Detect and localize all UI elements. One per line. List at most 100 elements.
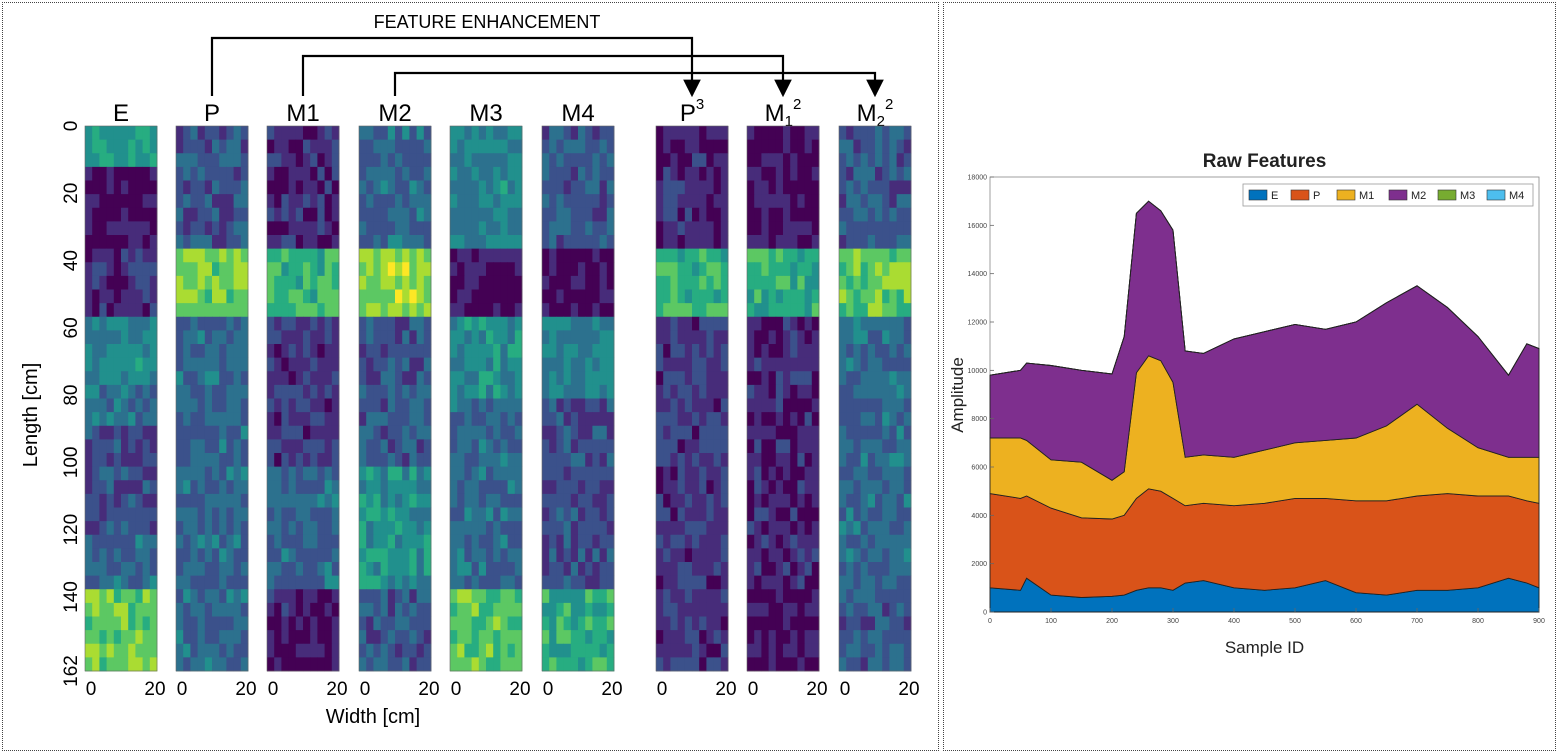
heatmap-cell xyxy=(190,384,198,399)
heatmap-cell xyxy=(578,235,586,250)
heatmap-cell xyxy=(303,371,311,386)
heatmap-cell xyxy=(135,480,143,495)
heatmap-cell xyxy=(395,507,403,522)
heatmap-cell xyxy=(281,194,289,209)
heatmap-cell xyxy=(142,562,151,577)
heatmap-cell xyxy=(295,303,304,318)
heatmap-cell xyxy=(570,248,579,263)
heatmap-cell xyxy=(402,235,410,250)
heatmap-cell xyxy=(606,521,615,536)
heatmap-cell xyxy=(592,425,600,440)
heatmap-cell xyxy=(324,126,333,141)
heatmap-cell xyxy=(768,384,777,399)
heatmap-cell xyxy=(317,166,325,181)
heatmap-cell xyxy=(267,180,275,195)
heatmap-cell xyxy=(142,139,151,154)
heatmap-cell xyxy=(889,126,897,141)
heatmap-cell xyxy=(606,657,615,672)
heatmap-cell xyxy=(846,425,854,440)
heatmap-cell xyxy=(366,357,374,372)
heatmap-cell xyxy=(233,221,242,236)
heatmap-cell xyxy=(896,344,905,359)
heatmap-cell xyxy=(471,262,480,277)
heatmap-cell xyxy=(592,316,600,331)
heatmap-cell xyxy=(578,493,586,508)
heatmap-cell xyxy=(85,412,93,427)
heatmap-cell xyxy=(457,153,465,168)
heatmap-cell xyxy=(783,248,791,263)
heatmap-cell xyxy=(486,562,494,577)
heatmap-cell xyxy=(478,575,487,590)
heatmap-cell xyxy=(212,316,220,331)
heatmap-cell xyxy=(219,534,227,549)
heatmap-cell xyxy=(549,126,557,141)
heatmap-cell xyxy=(556,166,564,181)
heatmap-cell xyxy=(507,316,516,331)
heatmap-cell xyxy=(464,357,472,372)
heatmap-cell xyxy=(754,139,762,154)
heatmap-cell xyxy=(783,589,791,604)
heatmap-cell xyxy=(121,330,129,345)
heatmap-cell xyxy=(380,616,389,631)
heatmap-cell xyxy=(310,357,318,372)
heatmap-cell xyxy=(507,507,516,522)
heatmap-cell xyxy=(310,466,318,481)
heatmap-cell xyxy=(402,126,410,141)
heatmap-cell xyxy=(699,589,707,604)
heatmap-cell xyxy=(324,493,333,508)
heatmap-cell xyxy=(599,357,608,372)
heatmap-cell xyxy=(219,221,227,236)
heatmap-cell xyxy=(903,275,912,290)
heatmap-cell xyxy=(204,235,213,250)
heatmap-cell xyxy=(783,521,791,536)
raw-features-chart: 0 100 200 300 400 500 600 700 800 900020004000600… xyxy=(948,151,1545,657)
heatmap-cell xyxy=(226,153,234,168)
heatmap-cell xyxy=(423,602,432,617)
heatmap-cell xyxy=(677,357,686,372)
heatmap-cell xyxy=(592,480,600,495)
heatmap-cell xyxy=(197,425,206,440)
heatmap-cell xyxy=(514,235,523,250)
heatmap-cell xyxy=(500,630,508,645)
heatmap-cell xyxy=(373,153,381,168)
heatmap-cell xyxy=(288,235,297,250)
heatmap-cell xyxy=(121,602,129,617)
heatmap-cell xyxy=(903,398,912,413)
heatmap-cell xyxy=(423,289,432,304)
heatmap-cell xyxy=(720,262,729,277)
heatmap-cell xyxy=(882,507,890,522)
heatmap-cell xyxy=(288,275,297,290)
heatmap-cell xyxy=(471,194,480,209)
heatmap-cell xyxy=(331,357,340,372)
heatmap-cell xyxy=(457,589,465,604)
heatmap-cell xyxy=(149,602,158,617)
heatmap-cell xyxy=(768,439,777,454)
heatmap-cell xyxy=(768,357,777,372)
heatmap-cell xyxy=(128,221,136,236)
heatmap-cell xyxy=(464,493,472,508)
heatmap-cell xyxy=(324,425,333,440)
heatmap-cell xyxy=(542,194,550,209)
heatmap-cell xyxy=(775,166,784,181)
heatmap-cell xyxy=(761,412,769,427)
heatmap-cell xyxy=(846,357,854,372)
heatmap-cell xyxy=(797,248,805,263)
heatmap-cell xyxy=(486,357,494,372)
heatmap-cell xyxy=(457,235,465,250)
heatmap-cell xyxy=(240,630,249,645)
heatmap-cell xyxy=(416,657,425,672)
heatmap-cell xyxy=(606,507,615,522)
heatmap-cell xyxy=(366,398,374,413)
heatmap-cell xyxy=(366,207,374,222)
heatmap-cell xyxy=(592,153,600,168)
heatmap-cell xyxy=(775,316,784,331)
heatmap-cell xyxy=(684,180,693,195)
heatmap-cell xyxy=(563,316,572,331)
heatmap-cell xyxy=(903,630,912,645)
heatmap-cell xyxy=(387,616,396,631)
heatmap-cell xyxy=(331,493,340,508)
heatmap-cell xyxy=(423,480,432,495)
heatmap-cell xyxy=(720,466,729,481)
heatmap-cell xyxy=(204,398,213,413)
heatmap-cell xyxy=(839,235,847,250)
